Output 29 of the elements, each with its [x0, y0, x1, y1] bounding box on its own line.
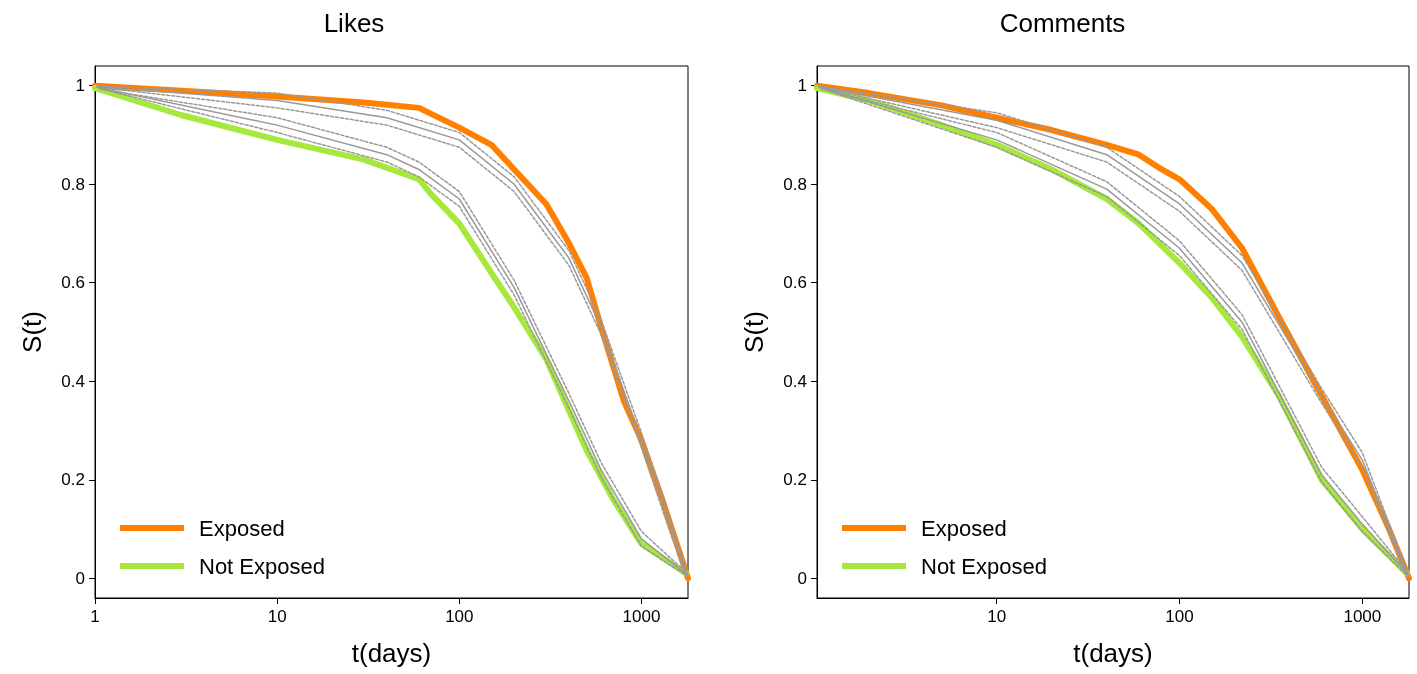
x-tick-label: 100	[1165, 607, 1194, 626]
y-tick-label: 0	[75, 568, 85, 588]
y-tick-label: 0	[797, 568, 807, 588]
x-tick-label: 100	[445, 607, 474, 626]
x-tick-label: 10	[267, 607, 287, 626]
x-axis-title: t(days)	[1073, 638, 1153, 668]
y-tick-label: 0.2	[783, 470, 807, 490]
legend-label: Not Exposed	[921, 553, 1047, 579]
chart-title: Likes	[323, 8, 385, 38]
y-tick-label: 0.4	[783, 371, 807, 391]
legend-label: Exposed	[921, 515, 1007, 541]
legend-label: Not Exposed	[199, 553, 325, 579]
y-tick-label: 0.2	[61, 470, 85, 490]
x-tick-label: 1000	[1343, 607, 1382, 626]
y-tick-label: 1	[75, 76, 85, 96]
y-tick-label: 0.6	[783, 273, 807, 293]
y-tick-label: 1	[797, 76, 807, 96]
y-axis-title: S(t)	[739, 311, 769, 353]
legend-label: Exposed	[199, 515, 285, 541]
y-tick-label: 0.8	[783, 174, 807, 194]
y-tick-label: 0.8	[61, 174, 85, 194]
y-tick-label: 0.6	[61, 273, 85, 293]
x-tick-label: 10	[987, 607, 1007, 626]
x-tick-label: 1000	[622, 607, 661, 626]
x-tick-label: 1	[90, 607, 100, 626]
y-tick-label: 0.4	[61, 371, 85, 391]
y-axis-title: S(t)	[17, 311, 47, 353]
x-axis-title: t(days)	[351, 638, 432, 668]
chart-title: Comments	[999, 8, 1126, 38]
